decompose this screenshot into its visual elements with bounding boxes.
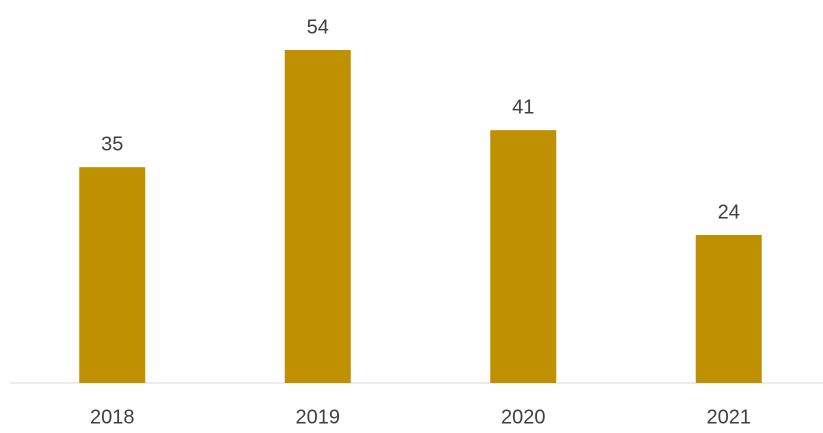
bar bbox=[695, 235, 762, 383]
data-label: 41 bbox=[512, 96, 534, 118]
x-tick-label: 2018 bbox=[90, 406, 135, 428]
data-label: 35 bbox=[101, 133, 123, 155]
x-tick-label: 2021 bbox=[707, 406, 752, 428]
x-tick-label: 2020 bbox=[501, 406, 546, 428]
bar bbox=[79, 167, 146, 383]
x-tick-label: 2019 bbox=[296, 406, 341, 428]
data-label: 54 bbox=[307, 16, 329, 38]
data-label: 24 bbox=[718, 201, 740, 223]
bar bbox=[284, 50, 351, 383]
bar bbox=[490, 130, 557, 383]
